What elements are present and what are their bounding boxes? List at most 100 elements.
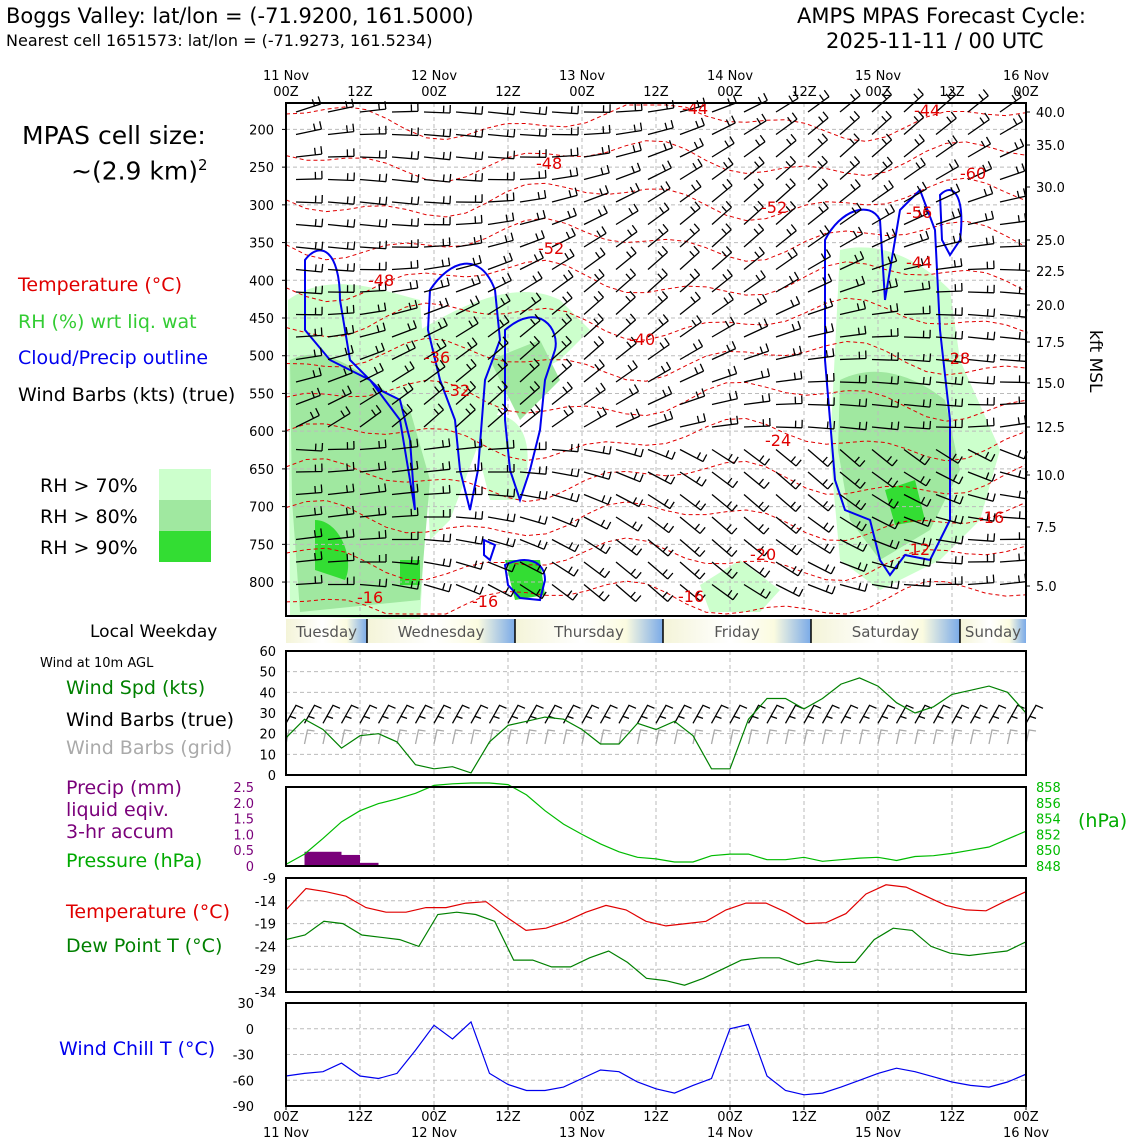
wind-barb [647,268,668,293]
wind-barb [583,205,608,226]
wind-barb [903,448,931,466]
wind-barb [775,471,802,490]
wind-barb [295,367,322,383]
precip-tick-label: 2.5 [233,781,254,796]
wind-barb [711,365,738,383]
wind-barb [359,149,387,159]
wind-barb [615,203,639,226]
wind-barb [871,253,898,271]
pressure-tick-label: 856 [1036,797,1061,812]
wind-barb [423,338,447,361]
wind-barb [423,438,451,451]
wind-speed-line [285,677,1027,774]
kft-tick-label: 15.0 [1036,377,1065,392]
wind10m-barb-true [747,704,766,724]
temp-tick-label: -19 [255,918,276,933]
wind-barb [967,513,996,522]
wind10m-barb-true [359,704,378,724]
wind-barb [455,275,481,293]
wind-barb [359,461,387,473]
wind10m-barb-true [969,704,988,724]
wind-barb [807,372,835,383]
wind-barb [455,583,484,595]
legend-rh90-swatch [159,531,211,562]
temp-contour-label: -48 [536,154,562,173]
wind-barb [391,196,420,206]
wind-barb [391,151,420,160]
kft-tick-label: 7.5 [1036,521,1057,536]
wind-barb [967,331,996,341]
wind-barb [583,583,610,602]
wind-barb [295,551,323,563]
time-tick-hour: 12Z [939,1110,965,1125]
wind-barb [519,490,548,500]
wind10m-barb-true [840,704,859,724]
wind-barb [775,516,802,534]
wind-barb [391,320,417,338]
wind-barb [647,584,674,602]
wind-barb [839,275,866,293]
wind-barb [359,302,387,316]
wind10m-title: Wind at 10m AGL [40,656,154,671]
wind-barb [487,106,516,116]
wind-barb [583,335,605,360]
wind-barb [743,448,771,466]
wind-barb [455,214,483,226]
wind-barb [871,399,900,408]
wind-barb [967,260,995,271]
wind-barb [871,516,900,530]
wind10m-barb-grid [858,729,870,745]
weekday-name: Friday [714,623,760,641]
wind-barb [775,448,802,467]
wind-barb [455,151,484,161]
wind-barb [903,516,932,528]
pressure-line [285,782,1027,865]
wind-barb [807,471,834,490]
time-tick-date: 14 Nov [707,69,753,84]
wind-barb [775,271,800,293]
wind-tick-label: 20 [259,728,276,743]
wind-tick-label: 50 [259,666,276,681]
wind-barb [519,169,547,181]
wind-barb [711,223,732,248]
precip-tick-label: 1.5 [233,813,254,828]
temp-label: Temperature (°C) [66,901,230,923]
wind10m-barb-grid [951,729,963,745]
wind-barb [935,233,963,248]
time-tick-hour: 12Z [643,1110,669,1125]
wind-barb [359,404,382,428]
wind10m-barb-true [766,704,785,724]
wind-barb [711,245,733,270]
wind-barb [967,574,995,586]
weekday-band [286,619,367,643]
wind-barb [935,354,964,363]
pressure-tick-label: 300 [249,199,274,214]
kft-tick-label: 40.0 [1036,106,1065,121]
wind-barb [519,335,540,360]
wind-barb [935,448,963,464]
kft-tick-label: 10.0 [1036,469,1065,484]
precip-label-3: 3-hr accum [66,821,174,843]
wind-barb [327,365,353,383]
wind-barb [967,375,996,385]
wind-barb [423,104,451,114]
wind-barb [359,173,388,183]
temp-contour [285,140,1027,183]
wind-barb [679,583,706,602]
pressure-tick-label: 250 [249,161,274,176]
wind-barb [935,282,963,293]
wind-barb [839,374,867,384]
wind10m-barb-true [877,704,896,724]
wind-barb [615,246,637,271]
wind-barb [871,156,893,181]
wind-barb [391,438,419,451]
wind-barb [327,461,355,473]
wind-barb [743,200,764,225]
wind-barb [711,516,738,535]
wind10m-barb-true [692,704,711,724]
wind10m-barb-true [396,704,415,724]
wind-barb [743,538,770,557]
wind10m-barb-true [673,704,692,724]
pressure-tick-label: 858 [1036,781,1061,796]
